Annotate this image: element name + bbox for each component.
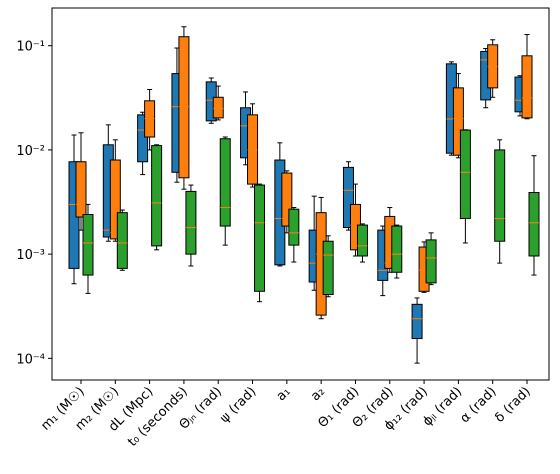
box xyxy=(109,159,121,240)
box xyxy=(137,114,149,163)
box xyxy=(178,36,190,179)
x-tick-label: a₂ xyxy=(308,384,328,404)
box xyxy=(151,145,163,247)
box xyxy=(459,129,471,219)
box xyxy=(391,225,403,273)
box xyxy=(82,214,94,276)
box xyxy=(116,212,128,269)
box xyxy=(425,239,437,284)
box xyxy=(219,138,231,227)
box xyxy=(452,87,464,156)
box xyxy=(356,224,368,257)
y-tick-label: 10⁻¹ xyxy=(16,40,45,55)
box xyxy=(281,172,293,227)
y-tick-label: 10⁻⁴ xyxy=(16,352,45,367)
plot-frame xyxy=(51,7,550,381)
x-tick-label: δ (rad) xyxy=(492,384,534,426)
x-tick-label: ψ (rad) xyxy=(217,384,259,426)
y-tick-label: 10⁻² xyxy=(16,144,45,159)
box xyxy=(494,149,506,242)
box xyxy=(342,166,354,229)
x-tick-label: a₁ xyxy=(274,384,294,404)
box xyxy=(212,96,224,119)
box xyxy=(75,161,87,218)
box xyxy=(322,240,334,295)
y-tick-label: 10⁻³ xyxy=(16,248,45,263)
x-tick-label: α (rad) xyxy=(458,384,500,426)
box xyxy=(254,184,266,292)
box xyxy=(185,190,197,255)
box xyxy=(288,208,300,246)
box xyxy=(411,303,423,340)
box xyxy=(521,55,533,119)
box xyxy=(528,192,540,257)
